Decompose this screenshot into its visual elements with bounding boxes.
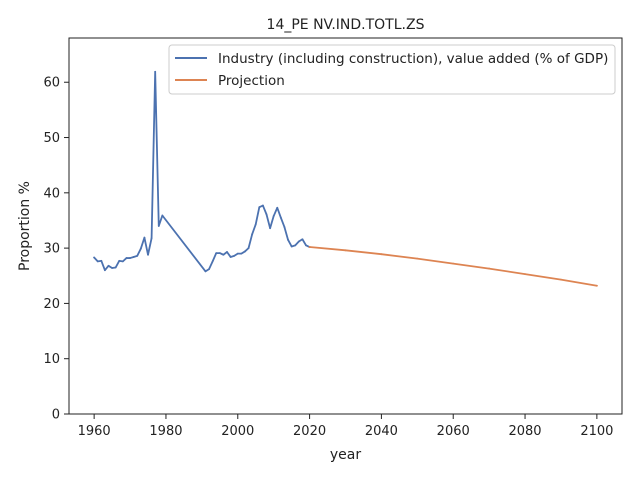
data-point-industry	[283, 226, 286, 229]
legend-label-projection: Projection	[218, 73, 285, 89]
data-point-industry	[204, 270, 207, 273]
x-tick-label: 2100	[580, 424, 613, 439]
data-point-projection	[488, 267, 491, 270]
data-point-industry	[258, 206, 261, 209]
data-point-projection	[380, 253, 383, 256]
data-point-industry	[251, 233, 254, 236]
data-point-projection	[308, 246, 311, 248]
data-point-industry	[287, 238, 289, 241]
plot-frame	[68, 37, 623, 415]
x-tick-label: 2080	[508, 424, 541, 439]
data-point-projection	[416, 257, 419, 260]
data-point-industry	[272, 215, 275, 217]
x-tick-label: 2060	[437, 424, 470, 439]
data-point-industry	[226, 251, 228, 253]
y-tick-label: 60	[43, 76, 60, 91]
data-point-industry	[290, 245, 293, 248]
data-point-industry	[294, 244, 297, 247]
data-point-industry	[222, 253, 225, 256]
data-point-industry	[254, 223, 257, 226]
y-tick-label: 30	[43, 242, 60, 257]
data-point-industry	[100, 259, 103, 262]
data-point-industry	[147, 253, 149, 256]
data-point-industry	[111, 267, 113, 269]
data-point-industry	[136, 254, 139, 257]
data-point-industry	[218, 252, 221, 254]
data-point-industry	[247, 247, 250, 250]
data-point-industry	[150, 237, 153, 240]
data-point-industry	[279, 216, 282, 219]
data-point-industry	[143, 236, 146, 239]
y-axis-label: Proportion %	[17, 181, 33, 271]
data-point-industry	[269, 227, 271, 230]
x-tick-label: 2040	[365, 424, 398, 439]
data-point-industry	[208, 268, 210, 271]
data-point-industry	[154, 70, 157, 73]
data-point-industry	[139, 247, 142, 250]
data-point-industry	[244, 250, 246, 253]
series-industry	[93, 70, 311, 273]
series-line-industry	[93, 70, 311, 273]
data-point-industry	[121, 260, 124, 263]
series-layer	[93, 70, 598, 287]
x-tick-label: 2020	[293, 424, 326, 439]
data-point-industry	[107, 264, 110, 267]
legend-label-industry: Industry (including construction), value…	[218, 51, 608, 67]
x-tick-label: 2000	[221, 424, 254, 439]
series-projection	[308, 246, 598, 287]
data-point-industry	[161, 214, 164, 217]
data-point-projection	[344, 249, 347, 252]
data-point-industry	[96, 260, 99, 263]
data-point-industry	[276, 206, 279, 209]
data-point-industry	[265, 213, 268, 216]
series-line-projection	[308, 246, 598, 287]
data-point-industry	[125, 257, 128, 259]
y-tick-label: 40	[43, 186, 60, 201]
data-point-industry	[297, 240, 300, 243]
y-axis: 0 10 20 30 40 50 60	[43, 76, 69, 423]
data-point-industry	[129, 257, 131, 259]
y-tick-label: 50	[43, 131, 60, 146]
y-tick-label: 10	[43, 352, 60, 367]
data-point-industry	[114, 266, 117, 269]
legend-box	[168, 44, 616, 95]
y-tick-label: 0	[52, 408, 60, 423]
data-point-industry	[233, 254, 236, 257]
data-point-industry	[104, 269, 106, 272]
data-point-industry	[215, 252, 218, 254]
data-point-industry	[132, 256, 135, 258]
data-point-projection	[560, 278, 562, 281]
data-point-industry	[229, 256, 232, 258]
data-point-projection	[452, 262, 455, 265]
data-point-projection	[595, 284, 598, 287]
data-point-projection	[524, 273, 526, 276]
data-point-industry	[157, 225, 160, 227]
data-point-industry	[240, 252, 243, 255]
x-tick-label: 1960	[78, 424, 111, 439]
data-point-industry	[118, 259, 121, 262]
data-point-industry	[262, 204, 264, 207]
data-point-industry	[236, 252, 239, 255]
chart-title: 14_PE NV.IND.TOTL.ZS	[267, 17, 425, 33]
plot-area	[68, 37, 623, 415]
data-point-industry	[211, 260, 214, 263]
data-point-industry	[305, 244, 307, 247]
legend: Industry (including construction), value…	[168, 44, 616, 95]
y-tick-label: 20	[43, 297, 60, 312]
x-axis: 1960 1980 2000 2020 2040 2060 2080 2100	[78, 414, 613, 439]
x-axis-label: year	[330, 447, 361, 463]
data-point-industry	[93, 256, 96, 259]
x-tick-label: 1980	[149, 424, 182, 439]
data-point-industry	[301, 238, 304, 241]
